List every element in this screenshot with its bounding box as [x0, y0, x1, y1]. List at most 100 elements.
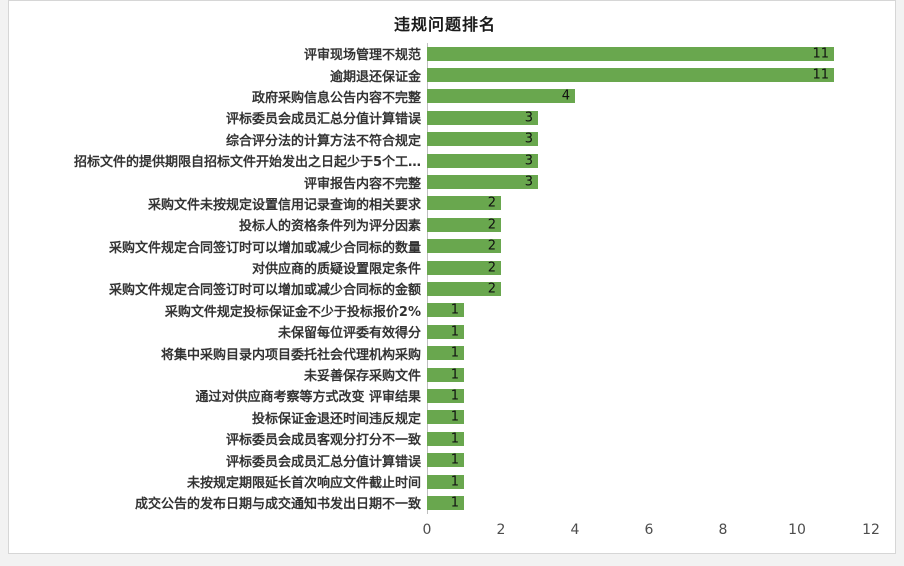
bar: 4 — [427, 88, 575, 104]
chart-row: 将集中采购目录内项目委托社会代理机构采购 1 — [19, 342, 871, 363]
bar-rows: 评审现场管理不规范 11 逾期退还保证金 11 政府采购信息公告内容不完整 4 评标委员会成… — [19, 43, 871, 514]
bar-track: 1 — [427, 385, 871, 406]
category-label: 采购文件规定合同签订时可以增加或减少合同标的金额 — [108, 283, 421, 299]
bar-track: 3 — [427, 129, 871, 150]
chart-row: 政府采购信息公告内容不完整 4 — [19, 86, 871, 107]
value-label: 3 — [524, 174, 533, 190]
chart-row: 采购文件规定合同签订时可以增加或减少合同标的金额 2 — [19, 278, 871, 299]
bar: 2 — [427, 195, 501, 211]
bar: 1 — [427, 388, 464, 404]
bar-track: 3 — [427, 171, 871, 192]
bar: 2 — [427, 217, 501, 233]
category-label: 采购文件规定合同签订时可以增加或减少合同标的数量 — [108, 240, 421, 256]
category-label: 招标文件的提供期限自招标文件开始发出之日起少于5个工… — [73, 155, 421, 171]
bar-track: 2 — [427, 193, 871, 214]
value-label: 2 — [487, 260, 496, 276]
y-axis-line — [427, 43, 428, 514]
category-label: 评标委员会成员汇总分值计算错误 — [225, 454, 421, 470]
bar: 1 — [427, 452, 464, 468]
bar-track: 11 — [427, 43, 871, 64]
chart-row: 未保留每位评委有效得分 1 — [19, 321, 871, 342]
bar: 3 — [427, 174, 538, 190]
category-label: 评审报告内容不完整 — [303, 176, 421, 192]
chart-row: 投标人的资格条件列为评分因素 2 — [19, 214, 871, 235]
x-tick-label: 12 — [862, 521, 880, 538]
x-tick-label: 2 — [496, 521, 506, 538]
value-label: 1 — [450, 324, 459, 340]
value-label: 1 — [450, 388, 459, 404]
category-label: 评标委员会成员客观分打分不一致 — [225, 433, 421, 449]
bar-track: 2 — [427, 214, 871, 235]
chart-row: 采购文件规定投标保证金不少于投标报价2% 1 — [19, 300, 871, 321]
bar: 3 — [427, 110, 538, 125]
bar-track: 1 — [427, 407, 871, 428]
bar-track: 11 — [427, 64, 871, 85]
chart-row: 招标文件的提供期限自招标文件开始发出之日起少于5个工… 3 — [19, 150, 871, 171]
value-label: 3 — [524, 131, 533, 147]
bar-track: 1 — [427, 471, 871, 492]
chart-row: 通过对供应商考察等方式改变 评审结果 1 — [19, 385, 871, 406]
category-label: 未按规定期限延长首次响应文件截止时间 — [186, 476, 421, 491]
chart-row: 未按规定期限延长首次响应文件截止时间 1 — [19, 471, 871, 492]
bar: 11 — [427, 67, 834, 83]
value-label: 1 — [450, 409, 459, 425]
value-label: 3 — [524, 153, 533, 169]
value-label: 2 — [487, 195, 496, 211]
bar-track: 1 — [427, 300, 871, 321]
plot-area: 评审现场管理不规范 11 逾期退还保证金 11 政府采购信息公告内容不完整 4 评标委员会成… — [19, 43, 871, 514]
category-label: 采购文件规定投标保证金不少于投标报价2% — [164, 304, 421, 320]
chart-row: 评审报告内容不完整 3 — [19, 171, 871, 192]
category-label: 采购文件未按规定设置信用记录查询的相关要求 — [147, 197, 421, 213]
value-label: 1 — [450, 367, 459, 383]
chart-row: 评标委员会成员汇总分值计算错误 1 — [19, 449, 871, 470]
category-label: 投标保证金退还时间违反规定 — [251, 411, 421, 427]
value-label: 1 — [450, 474, 459, 489]
x-tick-label: 4 — [570, 521, 580, 538]
bar: 1 — [427, 367, 464, 383]
value-label: 1 — [450, 345, 459, 361]
chart-row: 评标委员会成员汇总分值计算错误 3 — [19, 107, 871, 128]
category-label: 将集中采购目录内项目委托社会代理机构采购 — [160, 347, 421, 363]
category-label: 评标委员会成员汇总分值计算错误 — [225, 112, 421, 128]
category-label: 未保留每位评委有效得分 — [277, 326, 421, 342]
value-label: 11 — [812, 46, 829, 62]
x-tick-label: 0 — [422, 521, 432, 538]
bar: 2 — [427, 281, 501, 297]
bar-track: 1 — [427, 492, 871, 513]
bar-track: 1 — [427, 449, 871, 470]
x-tick-label: 6 — [644, 521, 654, 538]
value-label: 11 — [812, 67, 829, 83]
value-label: 1 — [450, 495, 459, 511]
chart-row: 评标委员会成员客观分打分不一致 1 — [19, 428, 871, 449]
x-axis: 0 2 4 6 8 10 12 — [423, 518, 880, 544]
value-label: 4 — [561, 88, 570, 104]
category-label: 投标人的资格条件列为评分因素 — [238, 219, 421, 235]
bar-track: 2 — [427, 257, 871, 278]
chart-row: 逾期退还保证金 11 — [19, 64, 871, 85]
category-label: 未妥善保存采购文件 — [303, 369, 421, 385]
bar: 1 — [427, 431, 464, 447]
bar: 1 — [427, 474, 464, 489]
bar: 3 — [427, 153, 538, 169]
value-label: 1 — [450, 452, 459, 468]
bar: 1 — [427, 409, 464, 425]
chart-row: 对供应商的质疑设置限定条件 2 — [19, 257, 871, 278]
chart-row: 成交公告的发布日期与成交通知书发出日期不一致 1 — [19, 492, 871, 513]
bar: 2 — [427, 260, 501, 276]
chart-row: 采购文件规定合同签订时可以增加或减少合同标的数量 2 — [19, 236, 871, 257]
value-label: 1 — [450, 302, 459, 318]
value-label: 2 — [487, 217, 496, 233]
value-label: 1 — [450, 431, 459, 447]
x-tick-label: 8 — [718, 521, 728, 538]
chart-title: 违规问题排名 — [393, 15, 496, 34]
bar-track: 2 — [427, 236, 871, 257]
x-tick-label: 10 — [788, 521, 806, 538]
chart-row: 采购文件未按规定设置信用记录查询的相关要求 2 — [19, 193, 871, 214]
chart-container: 违规问题排名 评审现场管理不规范 11 逾期退还保证金 11 政府采购信息公告内容不完整… — [8, 0, 896, 554]
chart-row: 未妥善保存采购文件 1 — [19, 364, 871, 385]
bar-track: 1 — [427, 321, 871, 342]
bar-track: 1 — [427, 342, 871, 363]
value-label: 2 — [487, 281, 496, 297]
category-label: 成交公告的发布日期与成交通知书发出日期不一致 — [134, 497, 421, 513]
